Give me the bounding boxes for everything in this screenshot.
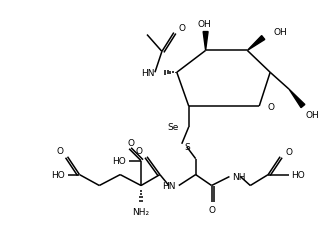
Text: O: O [267, 102, 274, 111]
Text: NH: NH [232, 172, 246, 181]
Text: O: O [179, 24, 186, 33]
Text: HO: HO [51, 170, 65, 179]
Text: NH₂: NH₂ [132, 207, 150, 216]
Text: S: S [185, 143, 191, 152]
Text: OH: OH [306, 111, 320, 120]
Polygon shape [289, 90, 305, 108]
Polygon shape [203, 32, 208, 51]
Text: O: O [57, 147, 63, 155]
Polygon shape [247, 36, 265, 51]
Text: OH: OH [198, 20, 212, 29]
Text: HN: HN [141, 69, 155, 77]
Text: HN: HN [162, 181, 176, 190]
Text: HO: HO [112, 156, 126, 165]
Text: O: O [128, 139, 135, 148]
Text: OH: OH [273, 28, 287, 37]
Text: O: O [135, 147, 142, 155]
Text: HO: HO [291, 170, 305, 179]
Text: Se: Se [167, 123, 179, 132]
Text: O: O [285, 148, 292, 157]
Text: O: O [208, 205, 215, 214]
